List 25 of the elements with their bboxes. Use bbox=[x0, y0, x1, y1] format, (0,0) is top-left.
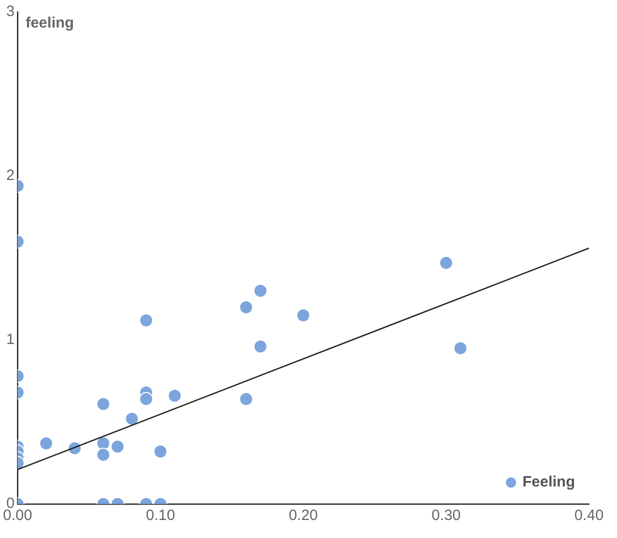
point bbox=[296, 308, 310, 322]
point bbox=[139, 392, 154, 406]
point bbox=[253, 284, 268, 298]
point bbox=[453, 341, 468, 356]
point bbox=[253, 340, 268, 354]
y-axis-title: feeling bbox=[26, 14, 74, 32]
y-tick-label: 3 bbox=[6, 3, 15, 20]
point bbox=[96, 396, 110, 411]
point bbox=[168, 388, 182, 403]
point bbox=[96, 448, 110, 462]
x-tick-label: 0.20 bbox=[288, 507, 318, 524]
y-tick-label: 1 bbox=[6, 331, 15, 348]
x-tick-label: 0.30 bbox=[432, 507, 461, 524]
point bbox=[153, 444, 168, 459]
point bbox=[439, 256, 454, 270]
point bbox=[124, 412, 139, 426]
x-tick-label: 0.40 bbox=[574, 507, 604, 524]
y-tick-label: 2 bbox=[6, 167, 15, 184]
x-tick-label: 0.10 bbox=[146, 507, 176, 524]
point bbox=[39, 436, 54, 450]
point bbox=[239, 300, 254, 314]
point bbox=[110, 440, 125, 454]
legend-label: Feeling bbox=[522, 474, 576, 491]
point bbox=[239, 392, 254, 406]
point bbox=[139, 313, 154, 328]
